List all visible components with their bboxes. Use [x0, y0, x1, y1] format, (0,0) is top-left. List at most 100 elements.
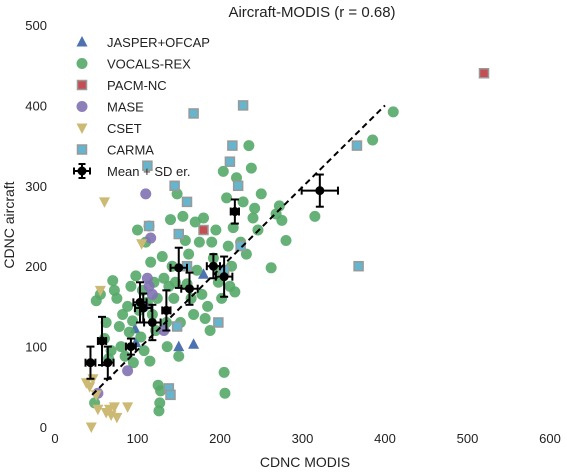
- data-point: [165, 389, 176, 401]
- data-point: [111, 292, 123, 304]
- data-point: [198, 224, 209, 236]
- legend-marker: [76, 58, 88, 69]
- data-point: [169, 180, 180, 192]
- data-point: [173, 350, 185, 362]
- data-point: [221, 192, 233, 204]
- data-point: [127, 315, 139, 327]
- mean-point: [315, 186, 325, 196]
- data-point: [206, 236, 218, 248]
- x-tick-label: 400: [374, 431, 396, 446]
- legend-label: PACM-NC: [107, 78, 167, 93]
- legend-marker: [77, 166, 87, 176]
- data-point: [123, 326, 135, 338]
- data-point: [235, 240, 246, 252]
- data-point: [188, 308, 200, 320]
- legend-marker: [76, 79, 88, 91]
- data-point: [113, 321, 125, 332]
- data-point: [171, 321, 183, 332]
- y-tick-label: 500: [25, 18, 47, 33]
- data-point: [173, 228, 184, 240]
- data-point: [117, 308, 129, 320]
- reference-line: [91, 104, 386, 396]
- data-point: [240, 248, 252, 260]
- data-point: [202, 300, 214, 312]
- data-point: [227, 222, 239, 234]
- data-point: [247, 212, 259, 224]
- legend-marker: [76, 123, 88, 134]
- x-axis-label: CDNC MODIS: [260, 454, 350, 470]
- data-point: [249, 202, 261, 214]
- data-point: [191, 264, 203, 276]
- data-point: [158, 272, 170, 284]
- data-point: [138, 345, 150, 357]
- data-point: [478, 67, 490, 79]
- data-point: [276, 214, 288, 226]
- legend-marker: [76, 36, 88, 47]
- mean-point: [174, 263, 184, 273]
- data-point: [216, 292, 228, 304]
- data-point: [387, 106, 399, 118]
- data-point: [193, 236, 205, 248]
- data-point: [161, 341, 173, 353]
- y-tick-label: 400: [25, 98, 47, 113]
- data-point: [309, 210, 321, 222]
- data-point: [100, 316, 112, 328]
- data-point: [153, 405, 165, 417]
- data-point: [232, 180, 244, 192]
- mean-point: [230, 207, 240, 217]
- data-point: [198, 268, 209, 279]
- data-point: [136, 239, 148, 250]
- data-point: [171, 188, 183, 200]
- data-point: [243, 140, 255, 152]
- data-point: [210, 224, 222, 236]
- legend: JASPER+OFCAP VOCALS-REX PACM-NC MASE CSET CAR…: [73, 35, 210, 179]
- data-point: [145, 256, 157, 268]
- data-point: [245, 162, 257, 174]
- mean-point: [126, 342, 136, 352]
- data-point: [94, 285, 106, 297]
- x-tick-label: 200: [209, 431, 231, 446]
- data-point: [198, 212, 209, 224]
- mean-point: [161, 305, 171, 315]
- data-point: [177, 210, 189, 222]
- data-point: [99, 197, 110, 208]
- data-point: [222, 240, 234, 252]
- data-point: [130, 270, 142, 282]
- mean-point: [208, 261, 218, 271]
- data-point: [145, 232, 157, 244]
- data-point: [237, 196, 249, 208]
- data-point: [122, 402, 134, 413]
- legend-label: VOCALS-REX: [107, 57, 191, 72]
- data-point: [92, 404, 104, 416]
- data-point: [229, 286, 241, 298]
- data-point: [255, 188, 267, 200]
- data-point: [122, 300, 134, 312]
- data-point: [168, 292, 180, 304]
- y-tick-label: 100: [25, 340, 47, 355]
- data-point: [227, 140, 238, 151]
- chart-title: Aircraft-MODIS (r = 0.68): [228, 4, 395, 21]
- data-point: [107, 275, 119, 287]
- mean-point: [147, 317, 157, 327]
- mean-point: [184, 284, 194, 294]
- data-point: [351, 140, 363, 151]
- legend-marker: [76, 144, 88, 155]
- data-point: [224, 156, 236, 167]
- data-point: [85, 422, 97, 433]
- data-point: [199, 312, 211, 324]
- data-point: [142, 160, 153, 171]
- data-point: [213, 317, 224, 328]
- data-point: [165, 214, 176, 226]
- data-point: [181, 196, 193, 208]
- data-point: [125, 280, 137, 292]
- legend-label: CSET: [107, 121, 142, 136]
- data-point: [132, 224, 143, 236]
- data-point: [146, 288, 158, 300]
- data-point: [183, 248, 195, 260]
- legend-marker: [76, 101, 88, 112]
- data-point: [111, 412, 123, 424]
- data-point: [84, 382, 96, 393]
- data-point: [143, 220, 155, 232]
- x-tick-label: 500: [457, 431, 479, 446]
